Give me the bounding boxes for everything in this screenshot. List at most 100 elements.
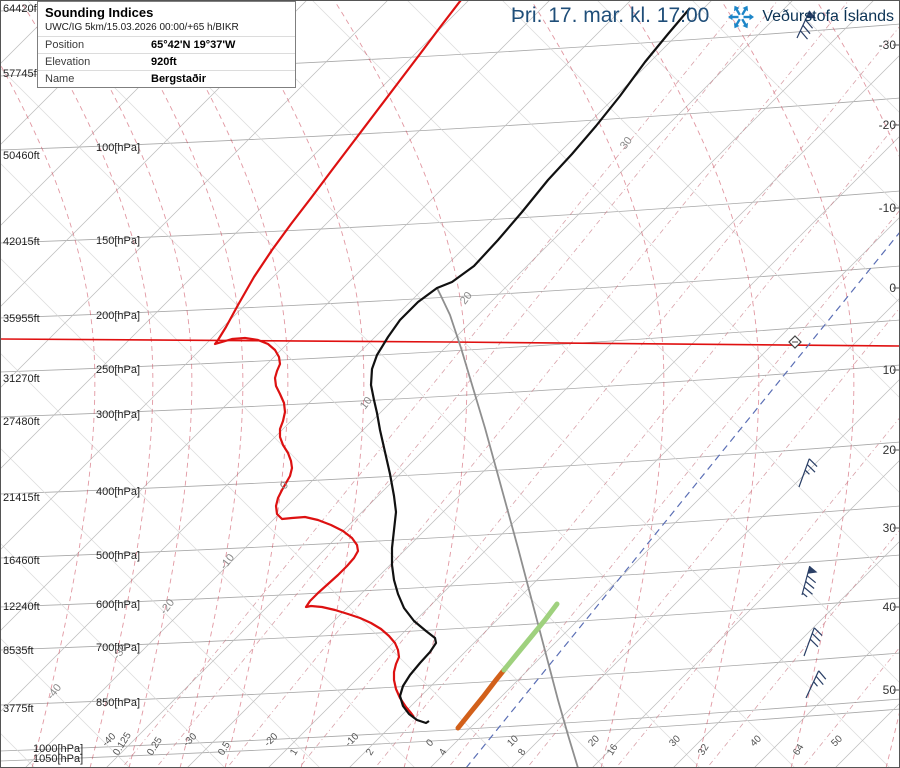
name-value: Bergstaðir xyxy=(151,73,207,85)
dry-adiabat-line xyxy=(311,0,900,589)
moist-adiabat-line xyxy=(230,0,365,768)
valid-time-heading: Þri. 17. mar. kl. 17:00 xyxy=(510,4,710,27)
barb-full-tick xyxy=(811,633,821,642)
mixing-ratio-label: 0.25 xyxy=(145,735,165,758)
barb-full-tick xyxy=(799,30,808,40)
wind-barb xyxy=(796,10,817,40)
pressure-axis-label: 850[hPa] xyxy=(96,697,140,709)
barb-full-tick xyxy=(806,575,817,584)
mixing-ratio-line xyxy=(374,119,900,768)
pressure-axis-label: 1050[hPa] xyxy=(33,753,83,765)
position-value: 65°42'N 19°37'W xyxy=(151,39,236,51)
dry-adiabat-line xyxy=(0,637,131,768)
wind-barbs xyxy=(788,10,827,699)
pressure-axis-label: 150[hPa] xyxy=(96,235,140,247)
mixing-ratio-label: 1 xyxy=(288,747,301,758)
logo-arrowhead xyxy=(734,22,740,29)
mixing-reference-dashed-line xyxy=(465,231,900,768)
sounding-indices-box: Sounding Indices UWC/IG 5km/15.03.2026 0… xyxy=(37,1,296,88)
altitude-axis-label: 16460ft xyxy=(3,555,40,567)
pressure-axis-label: 1000[hPa] xyxy=(33,743,83,755)
altitude-axis-label: 50460ft xyxy=(3,150,40,162)
dry-adiabat-line xyxy=(786,0,900,114)
lcl-segment-green xyxy=(501,601,560,673)
dry-adiabat-line xyxy=(216,0,900,684)
isobar-line xyxy=(0,698,900,752)
isotherm-line xyxy=(672,540,900,768)
isobar-line xyxy=(0,319,900,373)
moist-adiabat-line xyxy=(815,0,900,768)
temperature-bottom-axis-label: 30 xyxy=(667,733,683,749)
barb-full-tick xyxy=(809,638,819,648)
isotherm-line xyxy=(0,0,146,146)
temperature-right-axis-label: 20 xyxy=(883,443,897,457)
isotherm-line xyxy=(0,0,389,389)
adiabat-value-label: 20 xyxy=(458,290,475,307)
moist-adiabat-line xyxy=(109,0,244,768)
altitude-axis-label: 12240ft xyxy=(3,601,40,613)
position-label: Position xyxy=(45,39,85,51)
isotherm-line xyxy=(834,702,900,768)
mixing-ratio-line xyxy=(447,209,900,768)
pressure-axis-label: 300[hPa] xyxy=(96,409,140,421)
temperature-right-axis-label: 10 xyxy=(883,363,897,377)
info-row-name: Name Bergstaðir xyxy=(38,70,295,87)
dry-adiabat-line xyxy=(406,0,900,494)
temperature-right-axis-label: -10 xyxy=(879,201,897,215)
isotherm-line xyxy=(348,216,900,768)
logo-arrowhead xyxy=(749,13,755,21)
barb-full-tick xyxy=(804,19,814,29)
pressure-axis-label: 700[hPa] xyxy=(96,642,140,654)
barb-flag xyxy=(806,10,817,19)
isotherm-line xyxy=(0,0,551,551)
mixing-ratio-line xyxy=(706,529,900,768)
elevation-value: 920ft xyxy=(151,56,177,68)
elevation-label: Elevation xyxy=(45,56,91,68)
mixing-ratio-label: 4 xyxy=(437,747,450,758)
barb-full-tick xyxy=(818,670,827,680)
isotherm-line xyxy=(267,135,900,768)
moist-adiabat-line xyxy=(19,0,154,768)
top-heading-bar: Þri. 17. mar. kl. 17:00 Veðurstofa Íslan… xyxy=(0,3,894,31)
pressure-axis-label: 500[hPa] xyxy=(96,550,140,562)
mixing-ratio-grid xyxy=(121,0,900,768)
mixing-ratio-label: 32 xyxy=(696,742,711,758)
pressure-axis-label: 200[hPa] xyxy=(96,310,140,322)
moist-adiabat-line xyxy=(530,0,665,768)
wind-barb xyxy=(805,670,827,699)
mixing-ratio-label: 2 xyxy=(364,747,377,758)
adiabat-value-label: 30 xyxy=(618,135,635,152)
mixing-ratio-label: 16 xyxy=(605,742,620,758)
isobar-line xyxy=(0,652,900,706)
dry-adiabat-line xyxy=(0,257,511,768)
wind-barb xyxy=(801,565,818,598)
barb-half-tick xyxy=(813,681,818,687)
dry-adiabat-line xyxy=(0,352,416,768)
mixing-ratio-line xyxy=(226,0,850,768)
dry-adiabat-line xyxy=(596,0,900,304)
mixing-ratio-line xyxy=(526,306,900,768)
isobar-line xyxy=(0,265,900,319)
temperature-right-axis-label: 40 xyxy=(883,600,897,614)
barb-staff xyxy=(798,458,810,488)
isotherm-line xyxy=(105,0,875,768)
temperature-bottom-axis-label: -20 xyxy=(262,731,280,749)
pressure-axis-label: 600[hPa] xyxy=(96,599,140,611)
dry-adiabat-line xyxy=(0,67,701,768)
wind-barb xyxy=(798,458,818,488)
altitude-axis-label: 57745ft xyxy=(3,68,40,80)
barb-staff xyxy=(805,670,820,699)
barb-full-tick xyxy=(813,627,823,636)
barb-half-tick xyxy=(804,469,810,475)
mixing-ratio-line xyxy=(801,646,900,768)
moist-adiabat-line xyxy=(720,0,855,768)
barb-full-tick xyxy=(806,464,816,473)
altitude-axis-label: 35955ft xyxy=(3,313,40,325)
barb-staff xyxy=(796,10,811,39)
barb-full-tick xyxy=(802,24,811,35)
snowflake-star-icon xyxy=(728,5,755,29)
temperature-right-axis-label: 50 xyxy=(883,683,897,697)
